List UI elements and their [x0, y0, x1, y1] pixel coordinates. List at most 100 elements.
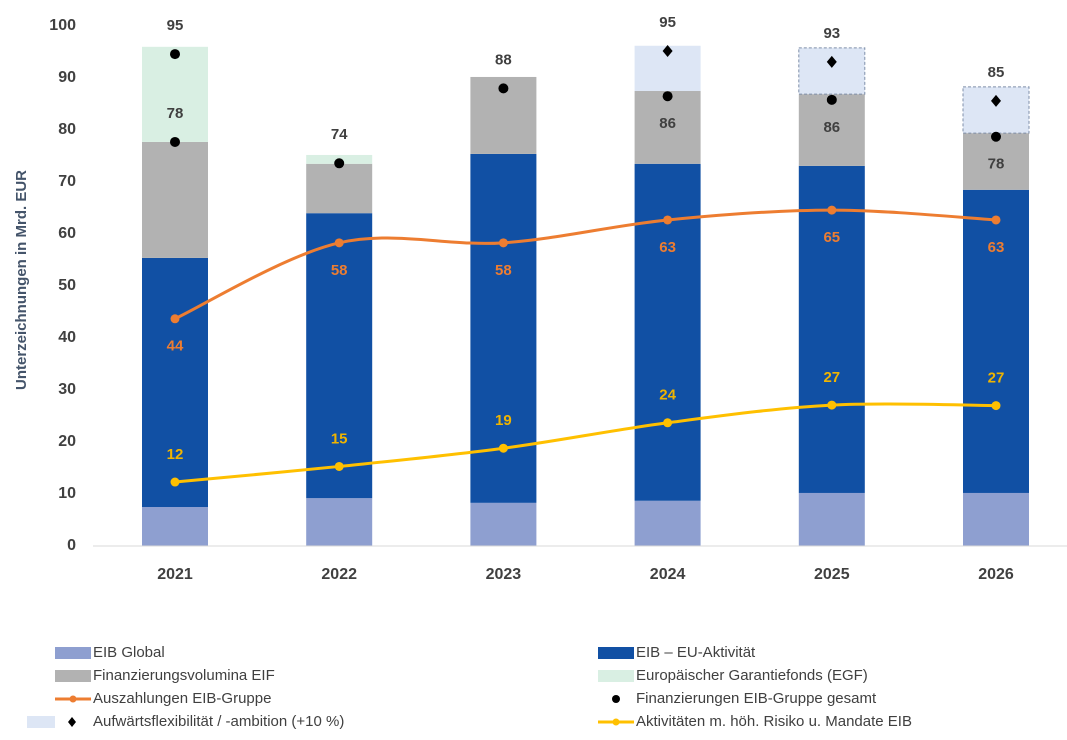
x-tick-label: 2022: [321, 566, 357, 583]
dot-point: [826, 94, 837, 105]
bar: [798, 94, 865, 166]
x-tick-label: 2026: [978, 566, 1014, 583]
dot-point: [662, 91, 673, 102]
line-point: [498, 238, 508, 248]
line: [174, 208, 997, 321]
data-label: 44: [167, 338, 184, 355]
line-point: [827, 205, 837, 215]
data-label: 74: [331, 126, 348, 143]
legend-swatch: [55, 647, 91, 659]
y-tick-label: 70: [58, 173, 76, 190]
data-label: 78: [167, 105, 184, 122]
x-tick-label: 2025: [814, 566, 850, 583]
line: [174, 402, 997, 484]
data-label: 19: [495, 412, 512, 429]
bar: [142, 46, 208, 142]
data-label: 63: [659, 239, 676, 256]
line-point: [170, 477, 180, 487]
bar: [798, 492, 865, 546]
y-tick-label: 100: [49, 17, 76, 34]
dot-point: [498, 83, 509, 94]
y-tick-label: 90: [58, 69, 76, 86]
y-tick-label: 0: [67, 537, 76, 554]
data-label: 27: [988, 370, 1005, 387]
data-label: 95: [659, 14, 676, 31]
data-label: 27: [823, 369, 840, 386]
dot-point: [170, 136, 180, 147]
data-label: 15: [331, 430, 348, 447]
diamond-point: [826, 55, 837, 68]
line-point: [827, 400, 837, 410]
bar: [306, 163, 373, 214]
bar: [963, 492, 1029, 546]
legend-point: [69, 695, 77, 703]
x-tick-label: 2021: [157, 566, 193, 583]
y-tick-label: 40: [58, 329, 76, 346]
data-label: 85: [988, 64, 1005, 81]
legend-swatch: [598, 670, 634, 682]
dot-point: [334, 158, 345, 169]
bar: [142, 141, 208, 258]
line-point: [991, 215, 1001, 225]
y-tick-label: 20: [58, 433, 76, 450]
y-tick-label: 50: [58, 277, 76, 294]
y-tick-label: 10: [58, 485, 76, 502]
diamond-point: [662, 44, 673, 57]
x-tick-label: 2023: [486, 566, 522, 583]
data-label: 12: [167, 446, 184, 463]
y-tick-label: 60: [58, 225, 76, 242]
diamond-point: [991, 94, 1001, 107]
bar: [962, 86, 1030, 134]
data-label: 95: [167, 17, 184, 34]
y-axis-label: Unterzeichnungen in Mrd. EUR: [13, 170, 30, 390]
bar: [470, 502, 537, 546]
bar: [963, 133, 1029, 190]
data-label: 65: [823, 229, 840, 246]
data-label: 58: [331, 262, 348, 279]
legend-diamond: [68, 717, 76, 727]
line-point: [663, 418, 673, 428]
legend-swatch: [598, 647, 634, 659]
line-point: [663, 215, 673, 225]
bar: [142, 507, 208, 546]
bar: [963, 189, 1029, 493]
data-label: 58: [495, 262, 512, 279]
line-point: [991, 401, 1001, 411]
data-label: 78: [988, 156, 1005, 173]
bar: [634, 91, 701, 164]
x-tick-label: 2024: [650, 566, 686, 583]
dot-point: [170, 49, 180, 60]
line-point: [334, 238, 344, 248]
bar: [634, 163, 701, 501]
data-label: 93: [823, 25, 840, 42]
legend-label: Aktivitäten m. höh. Risiko u. Mandate EI…: [636, 713, 912, 730]
data-label: 88: [495, 51, 512, 68]
dot-point: [991, 131, 1001, 142]
bar: [634, 500, 701, 546]
y-tick-label: 80: [58, 121, 76, 138]
bar: [798, 165, 865, 493]
legend-point: [612, 718, 620, 726]
legend-label: Auszahlungen EIB-Gruppe: [93, 690, 271, 707]
bar: [798, 47, 866, 95]
data-label: 63: [988, 239, 1005, 256]
legend-label: Finanzierungsvolumina EIF: [93, 667, 275, 684]
legend-label: Aufwärtsflexibilität / -ambition (+10 %): [93, 713, 344, 730]
bar: [142, 257, 208, 507]
legend-swatch: [27, 716, 55, 728]
bar: [306, 213, 373, 499]
y-tick-label: 30: [58, 381, 76, 398]
line-point: [334, 461, 344, 471]
data-label: 24: [659, 387, 676, 404]
legend-point: [612, 695, 620, 703]
line-point: [498, 443, 508, 453]
legend-label: Finanzierungen EIB-Gruppe gesamt: [636, 690, 877, 707]
legend-label: EIB Global: [93, 644, 165, 661]
data-label: 86: [659, 115, 676, 132]
legend-label: EIB – EU-Aktivität: [636, 644, 756, 661]
legend-swatch: [55, 670, 91, 682]
bar: [306, 498, 373, 546]
legend-label: Europäischer Garantiefonds (EGF): [636, 667, 868, 684]
line-point: [170, 314, 180, 324]
